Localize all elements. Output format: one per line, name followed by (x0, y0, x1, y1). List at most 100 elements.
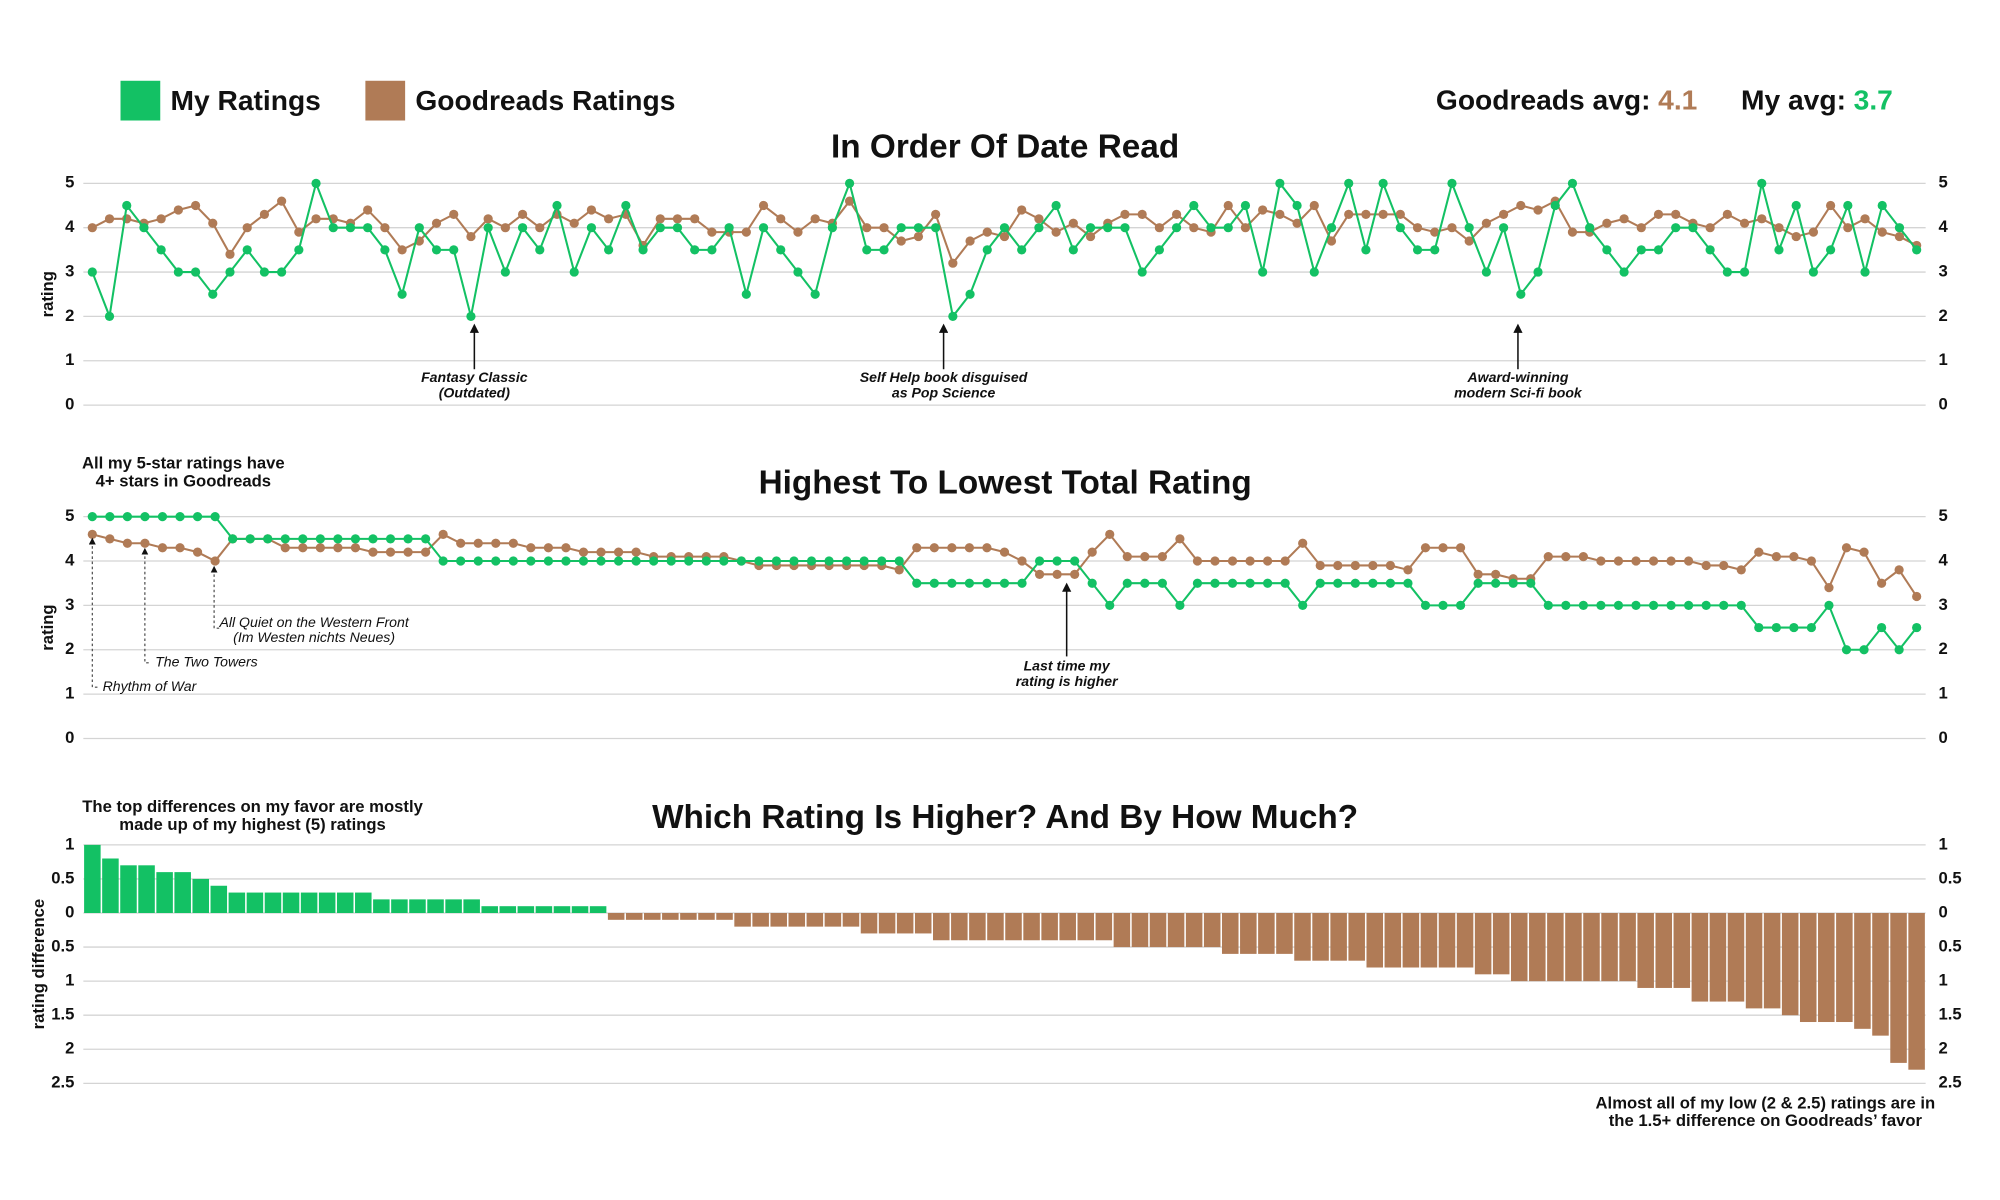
point (1498, 223, 1509, 233)
point (1561, 600, 1571, 610)
point (1585, 223, 1595, 233)
point (1757, 178, 1767, 188)
y-tick-label: 2 (65, 306, 74, 325)
point (87, 529, 97, 540)
point (438, 556, 448, 566)
point (827, 223, 837, 233)
point (1516, 200, 1526, 211)
point (1051, 227, 1061, 237)
point (508, 556, 518, 566)
point (621, 200, 631, 211)
bar (1763, 913, 1781, 1009)
bar (1258, 913, 1275, 954)
point (1596, 600, 1606, 610)
point (964, 543, 975, 553)
point (1736, 565, 1746, 575)
point (1210, 556, 1220, 566)
y2-tick-label: 4 (1938, 217, 1948, 236)
annotation: rating is higher (1016, 673, 1119, 689)
bar (1872, 913, 1889, 1036)
point (420, 534, 431, 544)
point (333, 543, 343, 553)
point (1034, 223, 1044, 233)
annotation: Fantasy Classic (421, 369, 528, 385)
y2-tick-label: 0.5 (1938, 936, 1961, 955)
point (175, 512, 185, 522)
point (1806, 622, 1817, 633)
point (1280, 578, 1290, 588)
point (242, 223, 252, 233)
point (1877, 227, 1887, 237)
bar (824, 913, 842, 927)
point (1430, 245, 1440, 255)
point (896, 223, 906, 233)
bar (120, 865, 137, 914)
point (122, 512, 133, 522)
point (1912, 591, 1922, 602)
y-tick-label: 1 (65, 971, 74, 990)
point (140, 538, 150, 548)
point (604, 214, 614, 224)
point (298, 543, 308, 553)
point (1378, 178, 1388, 188)
bar (1529, 913, 1546, 982)
point (173, 267, 183, 277)
bar (1492, 913, 1510, 975)
point (1808, 267, 1819, 277)
point (333, 534, 343, 544)
point (1103, 223, 1113, 233)
point (104, 214, 115, 224)
point (1771, 622, 1781, 633)
point (912, 543, 922, 553)
point (535, 223, 545, 233)
point (397, 289, 407, 299)
y2-tick-label: 0.5 (1938, 868, 1961, 887)
point (569, 267, 579, 277)
point (896, 236, 906, 246)
point (208, 289, 218, 299)
point (1120, 209, 1130, 219)
point (1843, 200, 1853, 211)
point (1275, 209, 1285, 219)
point (508, 538, 518, 548)
point (1824, 600, 1834, 610)
bar (1836, 913, 1853, 1023)
point (1085, 223, 1096, 233)
bar (1456, 913, 1474, 968)
point (228, 534, 238, 544)
point (1684, 600, 1694, 610)
point (1491, 578, 1501, 588)
point (1395, 209, 1405, 219)
point (500, 223, 510, 233)
point (190, 200, 201, 211)
point (552, 200, 562, 211)
point (1210, 578, 1220, 588)
point (1455, 543, 1466, 553)
point (879, 245, 889, 255)
point (1154, 223, 1165, 233)
stat-value: 4.1 (1658, 84, 1697, 116)
point (210, 512, 220, 522)
point (578, 556, 589, 566)
bar (806, 913, 824, 927)
point (1171, 223, 1182, 233)
bar (1221, 913, 1239, 954)
point (879, 223, 889, 233)
point (1473, 569, 1483, 579)
point (824, 556, 834, 566)
y-tick-label: 2 (65, 1039, 74, 1058)
point (999, 223, 1010, 233)
point (1602, 245, 1612, 255)
y-tick-label: 5 (65, 506, 74, 525)
bar (481, 906, 498, 914)
bar (571, 906, 589, 914)
point (403, 534, 413, 544)
point (844, 178, 855, 188)
point (192, 547, 203, 557)
point (1192, 556, 1203, 566)
point (473, 538, 483, 548)
point (1771, 551, 1781, 562)
point (631, 556, 641, 566)
y2-tick-label: 2.5 (1938, 1073, 1961, 1092)
